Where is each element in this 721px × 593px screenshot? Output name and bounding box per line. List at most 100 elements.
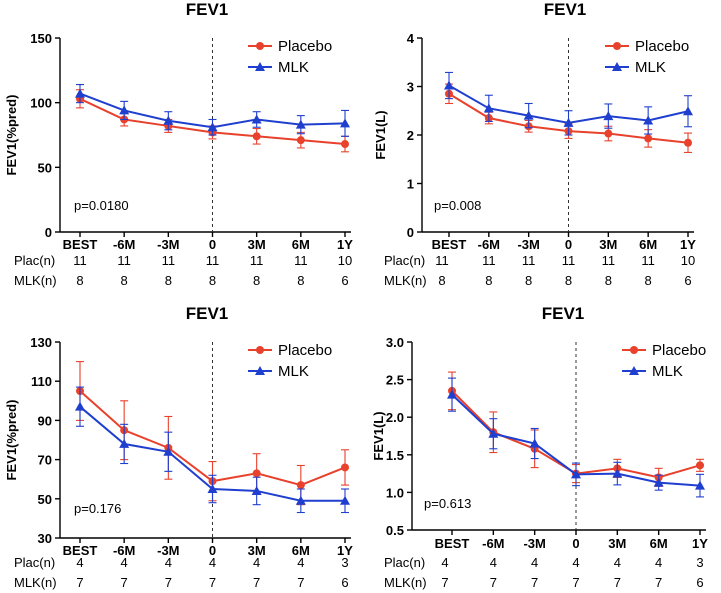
y-tick-label: 4 (407, 31, 415, 46)
y-tick-label: 1.5 (386, 448, 404, 463)
x-tick-label: 1Y (337, 543, 353, 558)
count-value: 4 (441, 555, 448, 570)
chart-title: FEV1 (186, 0, 229, 19)
x-tick-label: 3M (248, 543, 266, 558)
count-row-label: MLK(n) (384, 575, 427, 590)
y-tick-label: 0 (45, 225, 52, 240)
x-tick-label: -3M (523, 536, 545, 551)
legend-marker (255, 62, 265, 71)
data-point (529, 438, 540, 448)
count-row-label: MLK(n) (384, 273, 427, 288)
data-point (119, 438, 130, 448)
count-value: 8 (121, 273, 128, 288)
x-tick-label: BEST (63, 543, 98, 558)
count-value: 11 (641, 253, 655, 268)
data-point (488, 428, 499, 438)
data-point (653, 477, 664, 487)
data-point (341, 463, 349, 472)
x-tick-label: 3M (248, 237, 266, 252)
count-value: 8 (76, 273, 83, 288)
count-value: 11 (117, 253, 131, 268)
data-point (340, 495, 350, 505)
count-row-label: MLK(n) (14, 273, 57, 288)
data-point (295, 495, 306, 505)
y-tick-label: 30 (38, 531, 52, 546)
data-point (612, 468, 623, 478)
count-value: 8 (645, 273, 652, 288)
data-point (563, 117, 574, 127)
count-value: 11 (294, 253, 308, 268)
count-value: 11 (435, 253, 449, 268)
y-tick-label: 110 (31, 374, 52, 389)
y-tick-label: 3 (407, 80, 414, 95)
x-tick-label: -6M (113, 543, 135, 558)
count-value: 11 (73, 253, 87, 268)
legend-marker (612, 62, 622, 71)
data-point (75, 88, 85, 98)
data-point (340, 118, 350, 128)
legend-label: Placebo (278, 38, 332, 55)
count-value: 4 (76, 555, 83, 570)
chart-title: FEV1 (544, 0, 587, 19)
legend-label: Placebo (652, 342, 706, 359)
data-point (295, 119, 306, 129)
x-tick-label: BEST (435, 536, 470, 551)
data-point (207, 122, 218, 132)
count-value: 7 (297, 575, 304, 590)
count-value: 8 (605, 273, 612, 288)
count-value: 4 (531, 555, 538, 570)
series-mlk (444, 71, 693, 136)
y-tick-label: 1.0 (386, 485, 404, 500)
count-value: 10 (338, 253, 352, 268)
y-tick-label: 50 (38, 492, 52, 507)
count-value: 4 (490, 555, 497, 570)
legend-label: MLK (652, 363, 683, 380)
count-value: 8 (297, 273, 304, 288)
y-tick-label: 100 (30, 96, 52, 111)
count-value: 6 (341, 273, 348, 288)
legend-marker (629, 366, 639, 375)
count-row-label: Plac(n) (384, 555, 425, 570)
x-tick-label: 3M (599, 237, 617, 252)
count-value: 7 (531, 575, 538, 590)
legend-label: Placebo (635, 38, 689, 55)
count-value: 7 (572, 575, 579, 590)
count-value: 3 (696, 555, 703, 570)
legend-marker (255, 366, 265, 375)
legend: Placebo MLK (622, 342, 706, 380)
count-value: 6 (696, 575, 703, 590)
y-axis-label: FEV1(L) (373, 110, 388, 159)
x-tick-label: -6M (478, 237, 500, 252)
p-value-annotation: p=0.008 (434, 198, 481, 213)
legend-marker (256, 346, 264, 354)
data-point (604, 129, 613, 138)
x-tick-label: 6M (639, 237, 657, 252)
y-tick-label: 2.0 (386, 410, 404, 425)
data-point (483, 103, 494, 113)
count-row-label: Plac(n) (14, 555, 55, 570)
data-point (163, 115, 174, 125)
count-value: 6 (341, 575, 348, 590)
x-tick-label: 1Y (337, 237, 353, 252)
data-point (447, 389, 457, 399)
legend-label: Placebo (278, 342, 332, 359)
x-tick-label: 1Y (692, 536, 708, 551)
legend: Placebo MLK (248, 342, 332, 380)
count-value: 3 (341, 555, 348, 570)
count-value: 7 (253, 575, 260, 590)
x-tick-label: -6M (482, 536, 504, 551)
count-value: 8 (209, 273, 216, 288)
legend-marker (613, 42, 621, 50)
count-value: 6 (684, 273, 691, 288)
count-row-label: Plac(n) (14, 253, 55, 268)
count-value: 8 (165, 273, 172, 288)
count-value: 11 (522, 253, 536, 268)
count-value: 7 (614, 575, 621, 590)
chart-title: FEV1 (542, 304, 585, 323)
y-tick-label: 50 (38, 160, 52, 175)
p-value-annotation: p=0.0180 (74, 198, 129, 213)
x-tick-label: 0 (572, 536, 579, 551)
count-value: 4 (253, 555, 260, 570)
y-axis-label: FEV1(%pred) (4, 400, 19, 481)
